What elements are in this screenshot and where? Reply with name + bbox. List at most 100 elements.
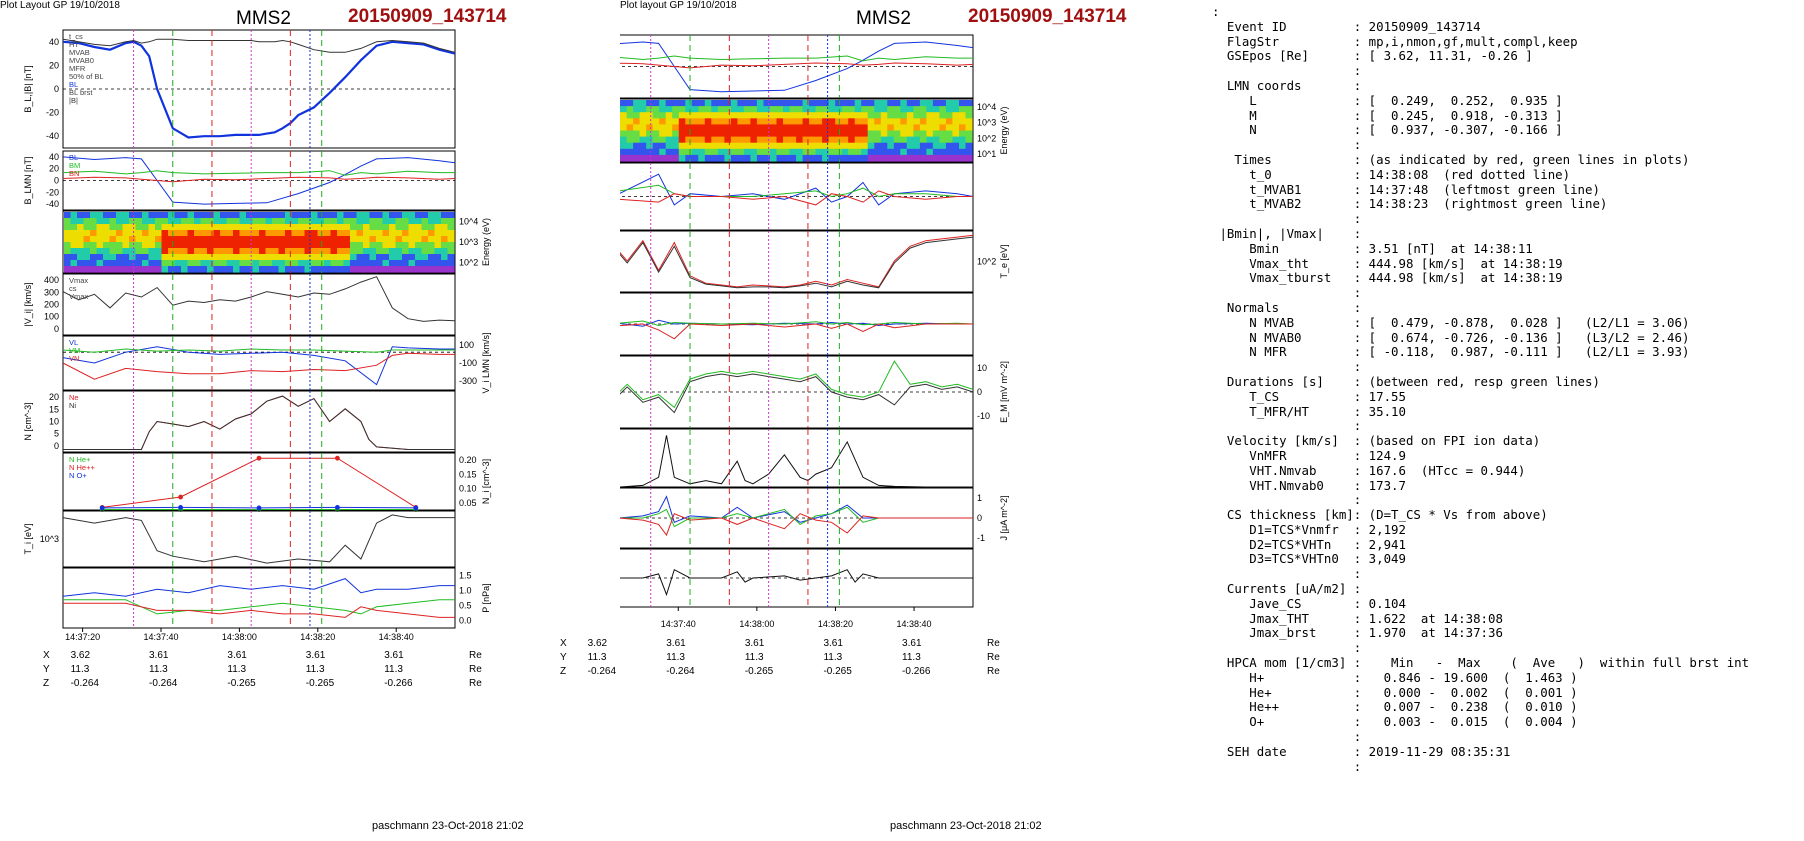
spectrogram-cell	[356, 248, 364, 255]
series-el	[620, 319, 973, 327]
spectrogram-cell	[350, 260, 358, 267]
series-vn	[62, 352, 455, 380]
spectrogram-cell	[783, 106, 791, 113]
spectrogram-cell	[278, 230, 286, 237]
spectrogram-cell	[252, 248, 260, 255]
y-tick-label: 20	[49, 60, 59, 70]
spectrogram-cell	[311, 218, 319, 225]
spectrogram-cell	[913, 136, 921, 144]
spectrogram-cell	[698, 124, 706, 132]
spectrogram-cell	[356, 254, 364, 261]
spectrogram-cell	[252, 236, 260, 243]
spectrogram-cell	[83, 230, 91, 237]
spectrogram-cell	[109, 260, 117, 267]
spectrogram-cell	[311, 230, 319, 237]
spectrogram-cell	[291, 224, 299, 231]
spectrogram-cell	[906, 124, 914, 132]
panel-8: 10-1J [μA m^-2]J_maxJJLJMJN	[620, 487, 1009, 549]
spectrogram-cell	[867, 136, 875, 144]
series-jn	[620, 513, 973, 537]
spectrogram-cell	[285, 266, 293, 273]
spectrogram-cell	[959, 124, 967, 132]
spectrogram-cell	[724, 124, 732, 132]
ephemeris-value: -0.264	[70, 678, 99, 689]
spectrogram-cell	[691, 136, 699, 144]
spectrogram-cell	[959, 130, 967, 138]
spectrogram-cell	[265, 236, 273, 243]
spectrogram-cell	[77, 224, 85, 231]
info-line: VHT.Nmvab0 : 173.7	[1212, 477, 1406, 493]
spectrogram-cell	[900, 148, 908, 156]
spectrogram-cell	[200, 224, 208, 231]
spectrogram-cell	[376, 224, 384, 231]
spectrogram-cell	[324, 248, 332, 255]
spectrogram-cell	[103, 224, 111, 231]
spectrogram-cell	[659, 100, 667, 107]
spectrogram-cell	[776, 136, 784, 144]
spectrogram-cell	[893, 148, 901, 156]
spectrogram-cell	[337, 236, 345, 243]
spectrogram-cell	[730, 142, 738, 150]
spectrogram-cell	[756, 154, 764, 162]
info-line: D1=TCS*Vnmfr : 2,192	[1212, 521, 1406, 537]
spectrogram-cell	[711, 136, 719, 144]
y-tick-label: -20	[46, 108, 59, 118]
spectrogram-cell	[161, 266, 169, 273]
spectrogram-cell	[233, 224, 241, 231]
spectrogram-cell	[809, 130, 817, 138]
spectrogram-cell	[304, 266, 312, 273]
event-title: 20150909_143714	[968, 6, 1127, 27]
spectrogram-cell	[239, 230, 247, 237]
ephemeris-value: 11.3	[227, 664, 247, 675]
spectrogram-cell	[142, 254, 150, 261]
spectrogram-cell	[952, 142, 960, 150]
spectrogram-cell	[672, 142, 680, 150]
spectrogram-cell	[324, 260, 332, 267]
spectrogram-cell	[200, 260, 208, 267]
spectrogram-cell	[304, 248, 312, 255]
spectrogram-cell	[652, 148, 660, 156]
spectrogram-cell	[402, 260, 410, 267]
spectrogram-cell	[90, 224, 98, 231]
spectrogram-cell	[730, 148, 738, 156]
spectrogram-cell	[369, 212, 377, 219]
spectrogram-cell	[434, 224, 442, 231]
y-tick-label: 0	[54, 441, 59, 451]
spectrogram-cell	[685, 142, 693, 150]
spectrogram-cell	[633, 106, 641, 113]
spectrogram-cell	[337, 242, 345, 249]
spectrogram-cell	[750, 118, 758, 125]
y-tick-label: 100	[459, 340, 474, 350]
spectrogram-cell	[848, 118, 856, 125]
spectrogram-cell	[421, 218, 429, 225]
x-tick-label: 14:38:40	[897, 619, 932, 629]
spectrogram-cell	[861, 124, 869, 132]
spectrogram-cell	[835, 112, 843, 119]
spectrogram-cell	[698, 142, 706, 150]
spectrogram-cell	[181, 212, 189, 219]
spectrogram-cell	[291, 212, 299, 219]
spectrogram-cell	[272, 230, 280, 237]
spectrogram-cell	[181, 224, 189, 231]
spectrogram-cell	[763, 112, 771, 119]
spectrogram-cell	[737, 112, 745, 119]
series-vl	[62, 346, 455, 386]
spectrogram-cell	[783, 148, 791, 156]
spectrogram-cell	[743, 100, 751, 107]
spectrogram-cell	[932, 148, 940, 156]
info-line: SEH date : 2019-11-29 08:35:31	[1212, 743, 1511, 759]
spectrogram-cell	[278, 260, 286, 267]
ephemeris-value: -0.264	[666, 666, 695, 677]
spectrogram-cell	[207, 230, 215, 237]
spectrogram-cell	[194, 212, 202, 219]
data-point	[99, 505, 105, 511]
spectrogram-cell	[815, 100, 823, 107]
spectrogram-cell	[135, 218, 143, 225]
ephemeris-value: 11.3	[902, 652, 921, 663]
legend-label: t_cs	[69, 32, 83, 41]
spectrogram-cell	[959, 142, 967, 150]
spectrogram-cell	[945, 100, 953, 107]
y-tick-label: 0.5	[459, 601, 472, 611]
spectrogram-cell	[317, 266, 325, 273]
